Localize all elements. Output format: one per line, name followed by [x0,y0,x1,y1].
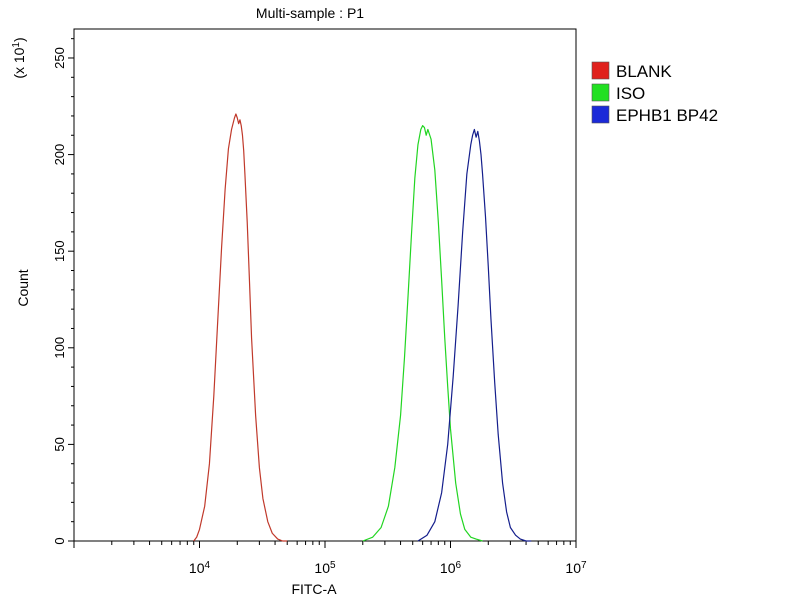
series-line-iso [362,124,483,542]
y-axis: 0 50 100 150 200 250 [52,38,74,545]
y-tick-label-50: 50 [52,437,67,451]
chart-title: Multi-sample : P1 [256,5,364,21]
x-tick-label-5: 105 [314,560,336,577]
legend-swatch-iso [591,83,610,102]
series-group [193,113,532,542]
x-tick-label-6: 106 [440,560,462,577]
series-line-blank [193,113,288,542]
legend-label-iso: ISO [616,84,645,103]
legend: BLANK ISO EPHB1 BP42 [591,61,718,125]
x-axis-label: FITC-A [291,581,337,597]
legend-swatch-ephb1-bp42 [591,105,610,124]
x-tick-label-7: 107 [565,560,587,577]
y-tick-label-250: 250 [52,47,67,69]
y-axis-multiplier-base: (x 10 [11,47,27,78]
y-axis-multiplier-label: (x 101) [11,37,28,78]
y-tick-label-200: 200 [52,144,67,166]
legend-label-ephb1-bp42: EPHB1 BP42 [616,106,718,125]
x-axis: 104 105 106 107 [73,541,587,577]
y-axis-label: Count [15,269,31,306]
y-axis-multiplier-exp: 1 [11,42,22,48]
legend-swatch-blank [591,61,610,80]
x-tick-label-4: 104 [189,560,211,577]
y-tick-label-0: 0 [52,537,67,544]
legend-label-blank: BLANK [616,62,672,81]
y-tick-label-150: 150 [52,240,67,262]
y-tick-label-100: 100 [52,337,67,359]
series-line-ephb1-bp42 [417,128,532,542]
